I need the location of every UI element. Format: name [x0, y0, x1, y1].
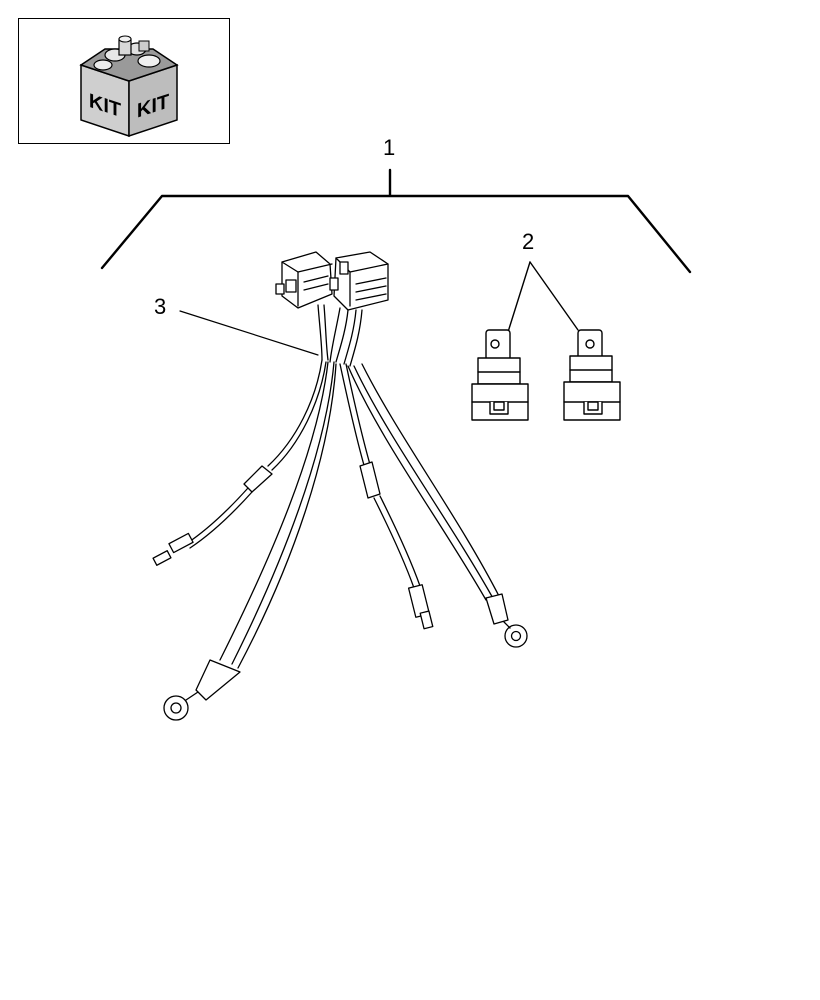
connector-right — [329, 251, 389, 311]
kit-box-icon: KIT KIT — [79, 35, 179, 138]
callout-harness: 3 — [154, 294, 167, 319]
wiring-harness — [152, 304, 528, 721]
harness-leader-line — [179, 310, 319, 356]
kit-icon-frame: KIT KIT — [18, 18, 230, 144]
callout-relays: 2 — [522, 229, 535, 254]
connector-left — [275, 251, 333, 309]
callout-assembly: 1 — [383, 135, 396, 160]
relay-1 — [471, 329, 529, 421]
assembly-bracket — [100, 168, 692, 274]
relay-2 — [563, 329, 621, 421]
relay-leader-lines — [507, 261, 579, 333]
